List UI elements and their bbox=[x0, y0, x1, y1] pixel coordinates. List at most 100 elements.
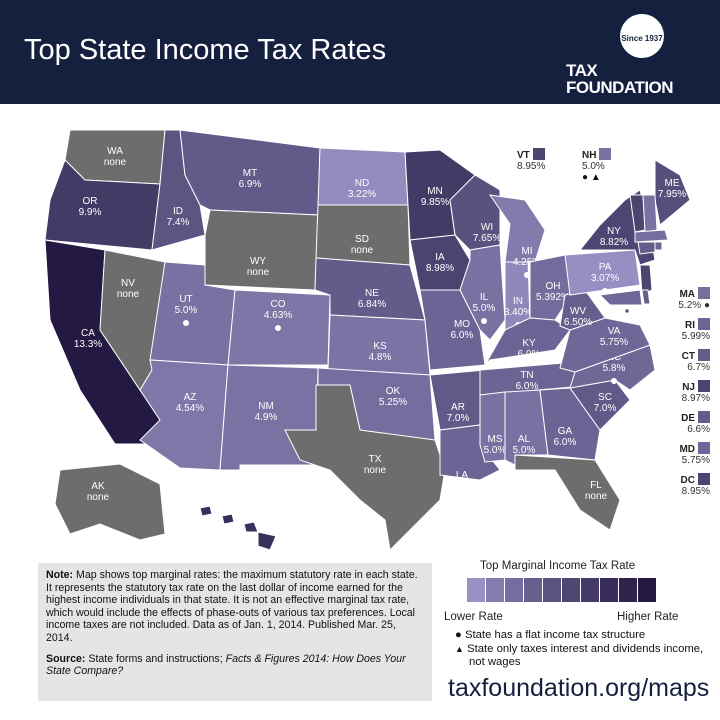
color-swatch bbox=[698, 411, 710, 423]
state-rate: 13.3% bbox=[74, 339, 102, 350]
state-label: WA bbox=[107, 146, 123, 157]
tax-foundation-logo: Since 1937 bbox=[620, 14, 664, 58]
state-label: NE bbox=[365, 288, 379, 299]
color-swatch bbox=[698, 473, 710, 485]
state-dc[interactable] bbox=[624, 308, 630, 314]
state-rate: 5.0% bbox=[513, 445, 536, 456]
state-label: ID bbox=[173, 206, 183, 217]
state-rate: 6.0% bbox=[518, 349, 541, 360]
state-rate: 8.98% bbox=[426, 263, 454, 274]
state-rate: 5.0% bbox=[175, 305, 198, 316]
state-rate: 9.85% bbox=[421, 197, 449, 208]
state-label: TN bbox=[520, 370, 533, 381]
state-label: IA bbox=[435, 252, 445, 263]
state-rate: 5.25% bbox=[379, 397, 407, 408]
state-ri[interactable] bbox=[654, 241, 663, 251]
website-url[interactable]: taxfoundation.org/maps bbox=[448, 674, 710, 702]
state-rate: 5.0% bbox=[473, 303, 496, 314]
state-label: LA bbox=[456, 470, 469, 481]
state-md[interactable] bbox=[598, 289, 643, 306]
scale-step bbox=[467, 578, 485, 602]
scale-step bbox=[505, 578, 523, 602]
legend-interest: ▲ State only taxes interest and dividend… bbox=[455, 643, 704, 668]
state-rate: none bbox=[351, 245, 374, 256]
state-rate: 5.75% bbox=[681, 455, 710, 466]
state-label: OR bbox=[83, 196, 98, 207]
state-ak[interactable] bbox=[54, 463, 166, 541]
state-rate: 8.95% bbox=[517, 161, 546, 172]
state-label: AZ bbox=[184, 392, 197, 403]
state-rate: 11.0% bbox=[222, 497, 250, 508]
flat-tax-marker bbox=[524, 272, 530, 278]
state-ma[interactable] bbox=[634, 229, 669, 243]
callout-ri: RI 5.99% bbox=[650, 318, 710, 342]
state-label: CA bbox=[81, 328, 95, 339]
logo-wordmark: TAX FOUNDATION bbox=[566, 61, 674, 97]
state-tx[interactable] bbox=[284, 384, 446, 552]
state-abbr: DE bbox=[681, 413, 695, 424]
state-pa[interactable] bbox=[564, 249, 641, 296]
state-rate: 6.0% bbox=[451, 330, 474, 341]
state-rate: none bbox=[104, 157, 127, 168]
legend-high-label: Higher Rate bbox=[617, 611, 679, 623]
state-rate: none bbox=[117, 289, 140, 300]
state-rate: 5.0% bbox=[582, 161, 605, 172]
state-rate: 7.0% bbox=[447, 413, 470, 424]
flat-tax-marker bbox=[183, 320, 189, 326]
state-label: OK bbox=[386, 386, 401, 397]
color-swatch bbox=[698, 442, 710, 454]
state-rate: 5.0% bbox=[484, 445, 507, 456]
state-label: AL bbox=[518, 434, 531, 445]
state-rate: 6.7% bbox=[687, 362, 710, 373]
state-label: ME bbox=[665, 178, 680, 189]
state-label: CO bbox=[271, 299, 286, 310]
page-title: Top State Income Tax Rates bbox=[24, 34, 387, 66]
us-map: WAnoneOR9.9%CA13.3%NVnoneID7.4%MT6.9%WYn… bbox=[44, 129, 691, 552]
state-wy[interactable] bbox=[204, 209, 319, 291]
scale-step bbox=[581, 578, 599, 602]
callout-de: DE 6.6% bbox=[650, 411, 710, 435]
scale-step bbox=[486, 578, 504, 602]
state-rate: none bbox=[87, 492, 110, 503]
state-me[interactable] bbox=[654, 159, 691, 226]
state-ga[interactable] bbox=[539, 387, 601, 461]
color-swatch bbox=[532, 148, 545, 160]
state-rate: 6.84% bbox=[358, 299, 386, 310]
state-rate: 5.99% bbox=[681, 331, 710, 342]
state-rate: 5.2% ● bbox=[678, 300, 710, 311]
state-nh[interactable] bbox=[642, 194, 658, 233]
flat-tax-marker bbox=[611, 378, 617, 384]
note-box: Note: Map shows top marginal rates: the … bbox=[38, 563, 432, 701]
flat-tax-marker bbox=[481, 318, 487, 324]
color-scale bbox=[467, 578, 656, 602]
state-il[interactable] bbox=[459, 244, 506, 341]
state-label: GA bbox=[558, 426, 573, 437]
state-nj[interactable] bbox=[639, 264, 653, 296]
state-rate: 5.75% bbox=[600, 337, 628, 348]
state-abbr: DC bbox=[680, 475, 695, 486]
state-rate: 4.25% bbox=[513, 257, 541, 268]
state-label: IN bbox=[513, 296, 523, 307]
state-hi[interactable] bbox=[199, 505, 277, 551]
state-rate: 6.0% bbox=[451, 481, 474, 492]
callout-ct: CT 6.7% bbox=[650, 349, 710, 373]
header: Top State Income Tax Rates Since 1937 TA… bbox=[0, 0, 720, 104]
scale-step bbox=[619, 578, 637, 602]
state-rate: 4.54% bbox=[176, 403, 204, 414]
state-fl[interactable] bbox=[514, 454, 621, 531]
state-label: MN bbox=[427, 186, 443, 197]
color-swatch bbox=[698, 380, 710, 392]
state-rate: 3.22% bbox=[348, 189, 376, 200]
state-rate: 8.82% bbox=[600, 237, 628, 248]
callout-nj: NJ 8.97% bbox=[650, 380, 710, 404]
legend-flat: ● State has a flat income tax structure bbox=[455, 629, 646, 641]
state-rate: 6.6% bbox=[687, 424, 710, 435]
state-de[interactable] bbox=[641, 289, 651, 305]
state-ct[interactable] bbox=[637, 241, 656, 255]
state-label: SC bbox=[598, 392, 612, 403]
markers: ● ▲ bbox=[582, 172, 601, 183]
state-abbr: NJ bbox=[682, 382, 695, 393]
state-label: AK bbox=[91, 481, 105, 492]
state-label: HI bbox=[231, 486, 241, 497]
state-rate: 6.9% bbox=[239, 179, 262, 190]
